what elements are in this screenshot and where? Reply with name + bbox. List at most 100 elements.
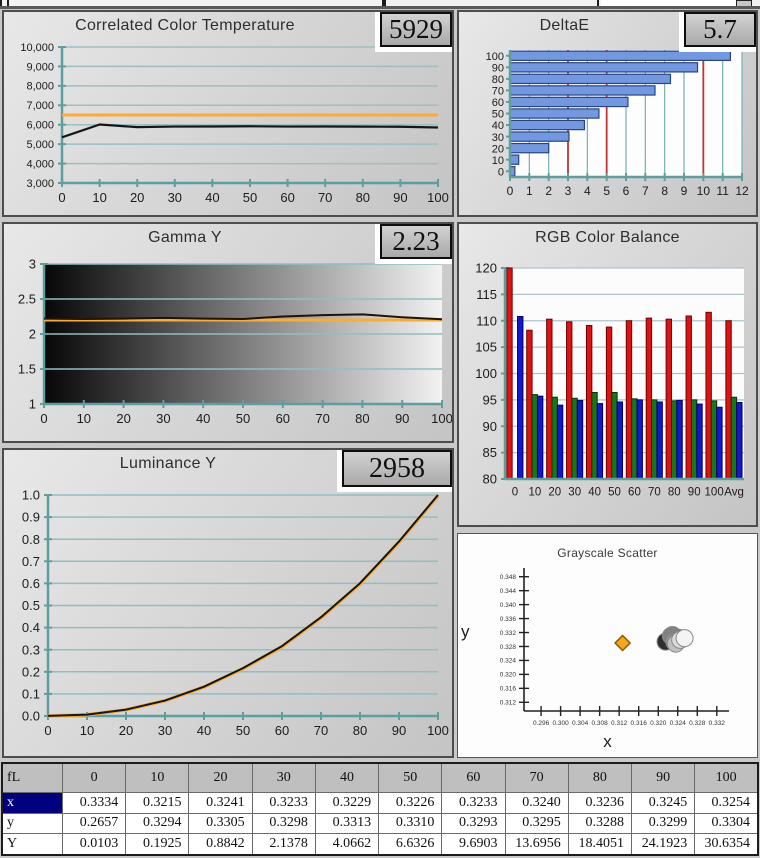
svg-text:0: 0 xyxy=(44,723,51,738)
panel-grayscale-scatter[interactable]: Grayscale Scatter 0.312 0.316 0.320 0.324 0.… xyxy=(457,533,758,758)
svg-text:115: 115 xyxy=(476,287,497,302)
table-cell[interactable]: 0.3305 xyxy=(188,812,253,835)
table-cell[interactable]: 0.3241 xyxy=(188,792,253,814)
svg-text:0.328: 0.328 xyxy=(689,720,706,727)
scatter-y-axis-label: y xyxy=(461,622,470,641)
svg-text:40: 40 xyxy=(197,723,211,738)
table-cell[interactable]: 0.2657 xyxy=(61,812,127,835)
table-cell[interactable]: 0.3254 xyxy=(694,792,759,814)
svg-text:20: 20 xyxy=(548,487,561,499)
table-cell[interactable]: 18.4051 xyxy=(567,833,632,856)
table-cell[interactable]: 0.3233 xyxy=(441,792,506,814)
table-cell[interactable]: 0.3240 xyxy=(504,792,569,814)
table-column-header[interactable]: 90 xyxy=(630,762,696,793)
table-cell[interactable]: 0.1925 xyxy=(125,833,190,856)
table-cell[interactable]: 0.3229 xyxy=(314,792,380,814)
table-column-header[interactable]: 30 xyxy=(251,762,316,793)
svg-text:0.344: 0.344 xyxy=(500,588,517,595)
table-row: x 0.3334 0.3215 0.3241 0.3233 0.3229 0.3226 0.3… xyxy=(1,792,759,814)
svg-text:6: 6 xyxy=(623,184,630,198)
table-column-header[interactable]: 40 xyxy=(314,762,380,793)
svg-text:0.5: 0.5 xyxy=(22,598,40,613)
table-cell[interactable]: 0.3310 xyxy=(378,812,443,835)
cct-chart-canvas: 3,000 4,000 5,000 6,000 7,000 8,000 9,000 10,00… xyxy=(20,42,449,205)
svg-text:30: 30 xyxy=(156,411,170,426)
scatter-chart-canvas: 0.3120.3160.3200.3240.3280.3320.3360.340… xyxy=(500,568,729,727)
svg-text:0.9: 0.9 xyxy=(22,510,40,525)
measurement-table-header: fL 0 10 20 30 40 50 60 70 80 90 100 xyxy=(1,762,759,793)
table-cell[interactable]: 0.3245 xyxy=(630,792,696,814)
table-cell[interactable]: 0.3233 xyxy=(251,792,316,814)
table-cell[interactable]: 0.3215 xyxy=(125,792,190,814)
table-column-header[interactable]: 50 xyxy=(378,762,443,793)
table-cell[interactable]: 0.3313 xyxy=(314,812,380,835)
luminance-value-frame: 2958 xyxy=(337,450,452,492)
table-cell[interactable]: 0.3298 xyxy=(251,812,316,835)
gamma-value-frame: 2.23 xyxy=(375,224,452,264)
table-cell[interactable]: 13.6956 xyxy=(504,833,569,856)
svg-text:80: 80 xyxy=(483,472,497,487)
table-cell[interactable]: 0.0103 xyxy=(61,833,127,856)
svg-text:0: 0 xyxy=(40,411,47,426)
table-cell[interactable]: 2.1378 xyxy=(251,833,316,856)
panel-luminance[interactable]: Luminance Y 0.0 0.1 0.2 0.3 0.4 0.5 0.6 0.7 0.8 0… xyxy=(2,448,454,758)
scatter-title: Grayscale Scatter xyxy=(557,546,658,560)
table-cell[interactable]: 0.3334 xyxy=(61,792,127,814)
table-row-label-y[interactable]: y xyxy=(1,812,63,835)
table-row-label-x[interactable]: x xyxy=(1,792,63,814)
table-cell[interactable]: 0.8842 xyxy=(188,833,253,856)
svg-text:90: 90 xyxy=(392,723,406,738)
panel-cct[interactable]: Correlated Color Temperature 3,000 4,000 5… xyxy=(2,10,454,217)
table-column-header[interactable]: 70 xyxy=(504,762,569,793)
table-cell[interactable]: 0.3236 xyxy=(567,792,632,814)
svg-text:1.5: 1.5 xyxy=(18,362,36,377)
gamma-value-box: 2.23 xyxy=(380,224,452,259)
svg-text:105: 105 xyxy=(475,340,497,355)
panel-gamma[interactable]: Gamma Y 1 1.5 2 2.5 3 0 10 20 30 40 50 60 70 80 90 100 … xyxy=(2,222,454,443)
table-corner-cell[interactable]: fL xyxy=(1,762,63,793)
svg-text:20: 20 xyxy=(119,723,133,738)
table-cell[interactable]: 6.6326 xyxy=(378,833,443,856)
svg-text:90: 90 xyxy=(688,487,701,499)
table-row-label-Y[interactable]: Y xyxy=(1,833,63,856)
svg-text:0.320: 0.320 xyxy=(500,672,517,679)
table-cell[interactable]: 30.6354 xyxy=(694,833,759,856)
table-column-header[interactable]: 20 xyxy=(188,762,253,793)
table-cell[interactable]: 24.1923 xyxy=(630,833,696,856)
svg-text:0: 0 xyxy=(58,190,65,205)
table-cell[interactable]: 0.3293 xyxy=(441,812,506,835)
table-column-header[interactable]: 100 xyxy=(694,762,759,793)
svg-text:30: 30 xyxy=(492,132,504,144)
svg-text:70: 70 xyxy=(318,190,332,205)
luminance-title: Luminance Y xyxy=(119,455,217,472)
svg-text:0.2: 0.2 xyxy=(22,664,40,679)
svg-text:90: 90 xyxy=(395,411,409,426)
table-cell[interactable]: 0.3304 xyxy=(694,812,759,835)
table-column-header[interactable]: 10 xyxy=(125,762,190,793)
svg-text:8,000: 8,000 xyxy=(26,81,54,93)
svg-text:0.296: 0.296 xyxy=(533,720,550,727)
panel-deltae[interactable]: DeltaE 100 90 80 70 60 50 40 30 20 10 0 0 1 2 3 4 5 6 7 8 9 1… xyxy=(457,10,758,217)
table-column-header[interactable]: 0 xyxy=(61,762,127,793)
svg-text:0.324: 0.324 xyxy=(500,658,517,665)
svg-text:0: 0 xyxy=(507,184,514,198)
table-cell[interactable]: 0.3226 xyxy=(378,792,443,814)
svg-text:0.320: 0.320 xyxy=(650,720,667,727)
svg-text:5,000: 5,000 xyxy=(26,139,54,151)
svg-text:3: 3 xyxy=(565,184,572,198)
table-column-header[interactable]: 60 xyxy=(441,762,506,793)
panel-rgb-balance[interactable]: RGB Color Balance 80 85 90 95 100 105 110 115 12… xyxy=(457,222,758,527)
table-column-header[interactable]: 80 xyxy=(567,762,632,793)
svg-text:10: 10 xyxy=(697,184,711,198)
svg-text:0.8: 0.8 xyxy=(22,532,40,547)
table-cell[interactable]: 4.0662 xyxy=(314,833,380,856)
table-cell[interactable]: 0.3294 xyxy=(125,812,190,835)
table-cell[interactable]: 0.3295 xyxy=(504,812,569,835)
table-cell[interactable]: 0.3288 xyxy=(567,812,632,835)
table-cell[interactable]: 0.3299 xyxy=(630,812,696,835)
svg-text:1: 1 xyxy=(526,184,533,198)
svg-text:10: 10 xyxy=(528,487,541,499)
table-cell[interactable]: 9.6903 xyxy=(441,833,506,856)
panel-top-edge xyxy=(0,6,760,9)
